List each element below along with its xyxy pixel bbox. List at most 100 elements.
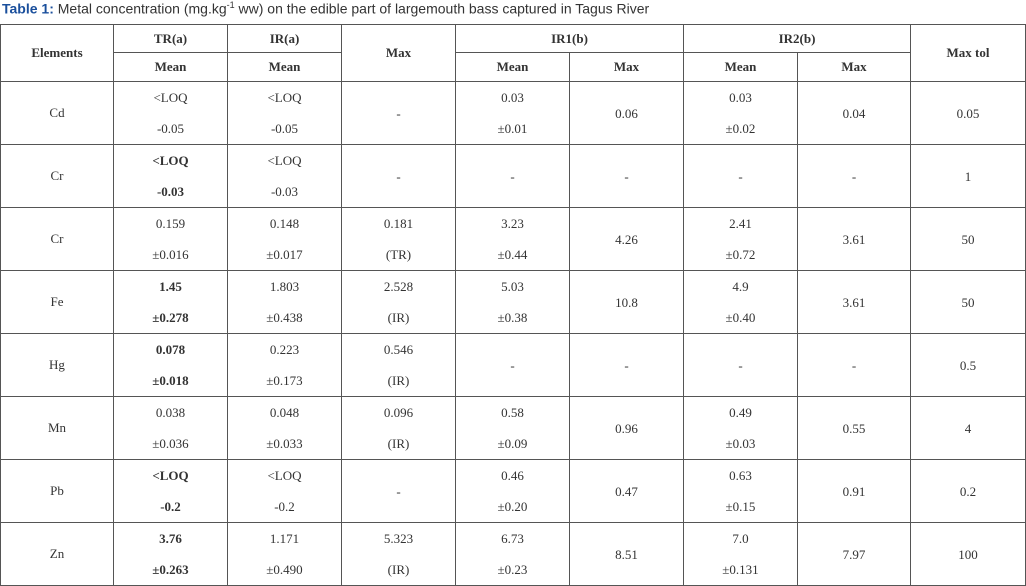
value-cell: 50 xyxy=(910,270,1026,334)
value-cell: 0.223 ±0.173 xyxy=(227,333,342,397)
cell-line: 0.2 xyxy=(959,483,977,499)
value-cell: 50 xyxy=(910,207,1026,271)
value-cell: 1 xyxy=(910,144,1026,208)
cell-line: - xyxy=(624,357,629,373)
value-cell: 0.181 (TR) xyxy=(341,207,456,271)
value-cell: 7.0 ±0.131 xyxy=(683,522,798,586)
caption-text-end: ww) on the edible part of largemouth bas… xyxy=(234,0,650,17)
cell-line: 0.03 xyxy=(729,90,752,105)
cell-line: 100 xyxy=(958,546,978,562)
value-cell: 0.03 ±0.01 xyxy=(455,81,570,145)
value-cell: - xyxy=(569,333,684,397)
value-cell: - xyxy=(455,333,570,397)
cell-line: 0.63 xyxy=(729,468,752,483)
cell-line: - xyxy=(396,483,401,499)
cell-line: - xyxy=(396,105,401,121)
data-row: Cd <LOQ -0.05 <LOQ -0.05 - 0.03 ±0.01 0.06 0.03 ±0… xyxy=(0,81,1026,145)
cell-line: 3.61 xyxy=(842,231,866,247)
value-cell: 8.51 xyxy=(569,522,684,586)
cell-line: <LOQ xyxy=(267,153,302,168)
header-cell: Mean xyxy=(113,52,228,82)
cell-line: 4.9 xyxy=(732,279,749,294)
value-cell: <LOQ -0.05 xyxy=(113,81,228,145)
cell-line: ±0.03 xyxy=(725,436,756,451)
value-cell: 10.8 xyxy=(569,270,684,334)
value-cell: 4 xyxy=(910,396,1026,460)
value-cell: 4.9 ±0.40 xyxy=(683,270,798,334)
value-cell: 0.5 xyxy=(910,333,1026,397)
cell-line: - xyxy=(510,168,515,184)
header-row: Mean Mean Mean Max Mean Max xyxy=(1,52,1026,82)
data-row: Zn 3.76 ±0.263 1.171 ±0.490 5.323 (IR) 6.73 ±0.2… xyxy=(0,522,1026,586)
cell-line: 0.06 xyxy=(615,105,638,121)
cell-line: 50 xyxy=(961,294,975,310)
cell-line: ±0.018 xyxy=(152,373,189,388)
cell-line: - xyxy=(851,357,857,373)
cell-line: ±0.01 xyxy=(497,121,528,136)
value-cell: <LOQ -0.03 xyxy=(227,144,342,208)
value-cell: - xyxy=(341,81,456,145)
value-cell: - xyxy=(797,333,911,397)
cell-line: 1.45 xyxy=(159,279,182,294)
header-cell: Max xyxy=(569,52,684,82)
cell-line: 5.03 xyxy=(501,279,524,294)
cell-line: <LOQ xyxy=(153,90,188,105)
cell-line: 0.096 xyxy=(383,405,414,420)
header-cell: TR(a) xyxy=(113,24,228,53)
value-cell: 1.171 ±0.490 xyxy=(227,522,342,586)
cell-line: ±0.44 xyxy=(497,247,528,262)
value-cell: 0.46 ±0.20 xyxy=(455,459,570,523)
cell-line: 0.048 xyxy=(269,405,300,420)
cell-line: -0.2 xyxy=(274,499,295,514)
cell-line: ±0.20 xyxy=(497,499,528,514)
cell-line: (TR) xyxy=(385,247,412,262)
value-cell: - xyxy=(569,144,684,208)
cell-line: -0.03 xyxy=(270,184,299,199)
cell-line: 1.803 xyxy=(269,279,300,294)
value-cell: 0.546 (IR) xyxy=(341,333,456,397)
data-row: Fe 1.45 ±0.278 1.803 ±0.438 2.528 (IR) 5.03 ±0.3… xyxy=(0,270,1026,334)
cell-line: 0.05 xyxy=(956,105,980,121)
cell-line: <LOQ xyxy=(152,468,189,483)
data-row: Pb <LOQ -0.2 <LOQ -0.2 - 0.46 ±0.20 0.47 0.63 ±0.1… xyxy=(0,459,1026,523)
cell-line: - xyxy=(510,357,515,373)
element-cell: Mn xyxy=(0,396,114,460)
cell-line: (IR) xyxy=(387,310,410,325)
value-cell: 0.04 xyxy=(797,81,911,145)
cell-line: 1.171 xyxy=(269,531,300,546)
value-cell: 0.63 ±0.15 xyxy=(683,459,798,523)
cell-line: 0.03 xyxy=(501,90,524,105)
cell-line: ±0.036 xyxy=(152,436,189,451)
value-cell: <LOQ -0.2 xyxy=(113,459,228,523)
value-cell: 7.97 xyxy=(797,522,911,586)
value-cell: - xyxy=(797,144,911,208)
cell-line: ±0.40 xyxy=(725,310,756,325)
cell-line: <LOQ xyxy=(267,468,302,483)
value-cell: 3.23 ±0.44 xyxy=(455,207,570,271)
value-cell: - xyxy=(683,144,798,208)
value-cell: 0.048 ±0.033 xyxy=(227,396,342,460)
cell-line: - xyxy=(624,168,629,184)
caption-label: Table 1: xyxy=(2,0,54,17)
element-cell: Fe xyxy=(0,270,114,334)
cell-line: 0.55 xyxy=(842,420,866,436)
data-row: Cr 0.159 ±0.016 0.148 ±0.017 0.181 (TR) 3.23 ±0.… xyxy=(0,207,1026,271)
cell-line: 2.528 xyxy=(383,279,414,294)
value-cell: 0.47 xyxy=(569,459,684,523)
cell-line: -0.05 xyxy=(156,121,185,136)
cell-line: 0.5 xyxy=(959,357,977,373)
cell-line: 0.223 xyxy=(269,342,300,357)
value-cell: 0.078 ±0.018 xyxy=(113,333,228,397)
value-cell: 0.03 ±0.02 xyxy=(683,81,798,145)
cell-line: 10.8 xyxy=(615,294,638,310)
caption-sup: -1 xyxy=(226,0,235,10)
cell-line: - xyxy=(851,168,857,184)
cell-line: 1 xyxy=(964,168,972,184)
value-cell: - xyxy=(341,459,456,523)
cell-line: 0.49 xyxy=(729,405,752,420)
value-cell: - xyxy=(683,333,798,397)
element-cell: Pb xyxy=(0,459,114,523)
cell-line: -0.2 xyxy=(160,499,181,514)
cell-line: -0.05 xyxy=(270,121,299,136)
